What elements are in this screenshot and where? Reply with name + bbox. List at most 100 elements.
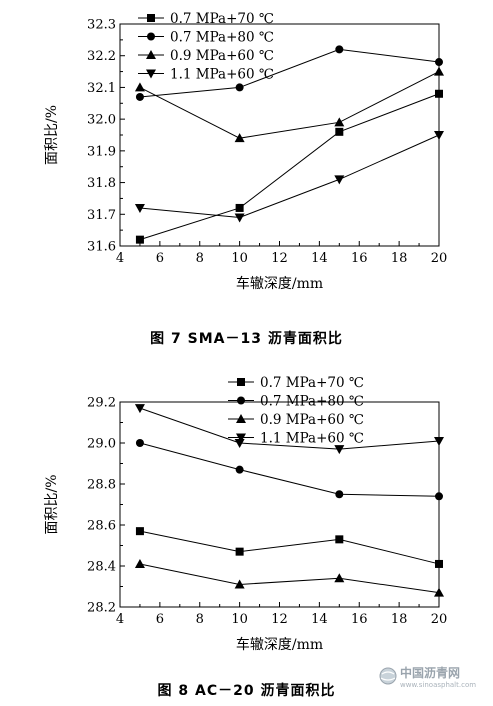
y-tick-label: 31.6 [87, 240, 116, 255]
data-point [235, 465, 244, 474]
y-axis-title: 面积比/% [44, 105, 60, 165]
data-point [334, 175, 345, 185]
figure-8-caption: 图 8 AC－20 沥青面积比 [157, 683, 336, 699]
x-tick-label: 6 [156, 612, 164, 627]
series-line [139, 134, 440, 218]
x-tick-label: 20 [431, 251, 448, 266]
y-tick-label: 32.0 [87, 113, 116, 128]
data-point [334, 573, 345, 583]
legend-marker [236, 433, 246, 443]
x-tick-label: 18 [391, 251, 408, 266]
y-tick-label: 31.8 [87, 176, 116, 191]
series-line [139, 71, 440, 139]
y-tick-label: 32.3 [87, 18, 116, 33]
data-point [434, 66, 444, 76]
data-point [434, 131, 444, 140]
data-point [134, 82, 145, 92]
y-tick-label: 28.6 [87, 519, 116, 534]
y-tick-label: 31.7 [87, 208, 116, 223]
legend-label: 0.7 MPa+70 ℃ [260, 375, 364, 391]
x-tick-label: 8 [196, 612, 204, 627]
data-point [134, 203, 145, 213]
series-line [139, 407, 440, 450]
chart-ac20: 4 6 8 10 12 14 16 18 20 28.2 28.4 28.6 28.8 29.0 29.2 车… [44, 375, 448, 653]
x-tick-label: 18 [391, 612, 408, 627]
legend-label: 0.9 MPa+60 ℃ [170, 48, 274, 64]
plot-frame [119, 23, 440, 247]
data-point [135, 235, 144, 244]
data-point [435, 492, 443, 501]
x-tick-label: 12 [271, 612, 288, 627]
legend-marker [146, 50, 156, 59]
y-tick-label: 28.8 [87, 478, 116, 493]
data-point [335, 45, 344, 54]
data-point [135, 439, 144, 447]
data-point [235, 547, 244, 556]
series-line [139, 93, 440, 241]
data-point [335, 535, 344, 544]
series-line [139, 442, 440, 497]
watermark-logo: 中国沥青网 www.sinoasphalt.com [378, 662, 488, 696]
data-point [334, 117, 345, 127]
x-tick-label: 6 [156, 251, 164, 266]
data-point [435, 89, 443, 98]
x-tick-label: 14 [311, 612, 328, 627]
data-point [434, 587, 444, 597]
legend-label: 1.1 MPa+60 ℃ [260, 431, 364, 447]
data-point [134, 558, 145, 568]
x-tick-label: 20 [431, 612, 448, 627]
data-point [235, 83, 244, 92]
x-tick-label: 4 [116, 251, 124, 266]
data-point [435, 559, 443, 568]
y-tick-label: 32.1 [87, 81, 116, 96]
x-tick-label: 16 [351, 251, 368, 266]
x-axis-title: 车辙深度/mm [236, 636, 323, 653]
data-point [234, 133, 245, 143]
x-tick-label: 16 [351, 612, 368, 627]
data-point [334, 445, 345, 455]
x-tick-label: 8 [196, 251, 204, 266]
data-point [435, 58, 443, 67]
x-tick-label: 12 [271, 251, 288, 266]
legend-label: 0.7 MPa+80 ℃ [170, 30, 274, 46]
legend-marker [147, 14, 155, 22]
data-point [434, 436, 444, 446]
data-point [134, 404, 145, 414]
series-line [139, 563, 440, 594]
y-tick-label: 29.0 [87, 437, 116, 452]
data-point [135, 92, 144, 101]
legend-marker [237, 396, 245, 405]
watermark-text: 中国沥青网 [400, 666, 461, 680]
x-tick-label: 4 [116, 612, 124, 627]
data-point [235, 203, 244, 212]
data-point [234, 579, 245, 589]
y-tick-label: 28.2 [87, 601, 116, 616]
globe-icon [379, 667, 397, 685]
y-axis-title: 面积比/% [44, 474, 60, 534]
series-line [139, 530, 440, 565]
x-tick-label: 10 [231, 251, 248, 266]
y-tick-label: 31.9 [87, 144, 116, 159]
legend-label: 0.9 MPa+60 ℃ [260, 412, 364, 428]
chart-sma13: 4 6 8 10 12 14 16 18 20 31.6 31.7 31.8 31.9 32.0 32.1 3… [44, 11, 448, 292]
data-point [335, 127, 344, 136]
legend-label: 1.1 MPa+60 ℃ [170, 67, 274, 83]
data-point [135, 527, 144, 536]
legend-label: 0.7 MPa+70 ℃ [170, 11, 274, 27]
legend-marker [147, 32, 155, 41]
legend-marker [146, 69, 156, 79]
x-axis-title: 车辙深度/mm [236, 275, 323, 292]
y-tick-label: 32.2 [87, 49, 116, 64]
watermark-url: www.sinoasphalt.com [400, 681, 477, 689]
series-line [139, 48, 440, 98]
y-tick-label: 28.4 [87, 560, 116, 575]
figure-7-caption: 图 7 SMA－13 沥青面积比 [150, 331, 343, 347]
y-tick-label: 29.2 [87, 396, 116, 411]
data-point [234, 439, 245, 448]
x-tick-label: 10 [231, 612, 248, 627]
legend-marker [237, 378, 245, 386]
data-point [335, 490, 344, 499]
legend-label: 0.7 MPa+80 ℃ [260, 394, 364, 410]
data-point [234, 213, 245, 223]
